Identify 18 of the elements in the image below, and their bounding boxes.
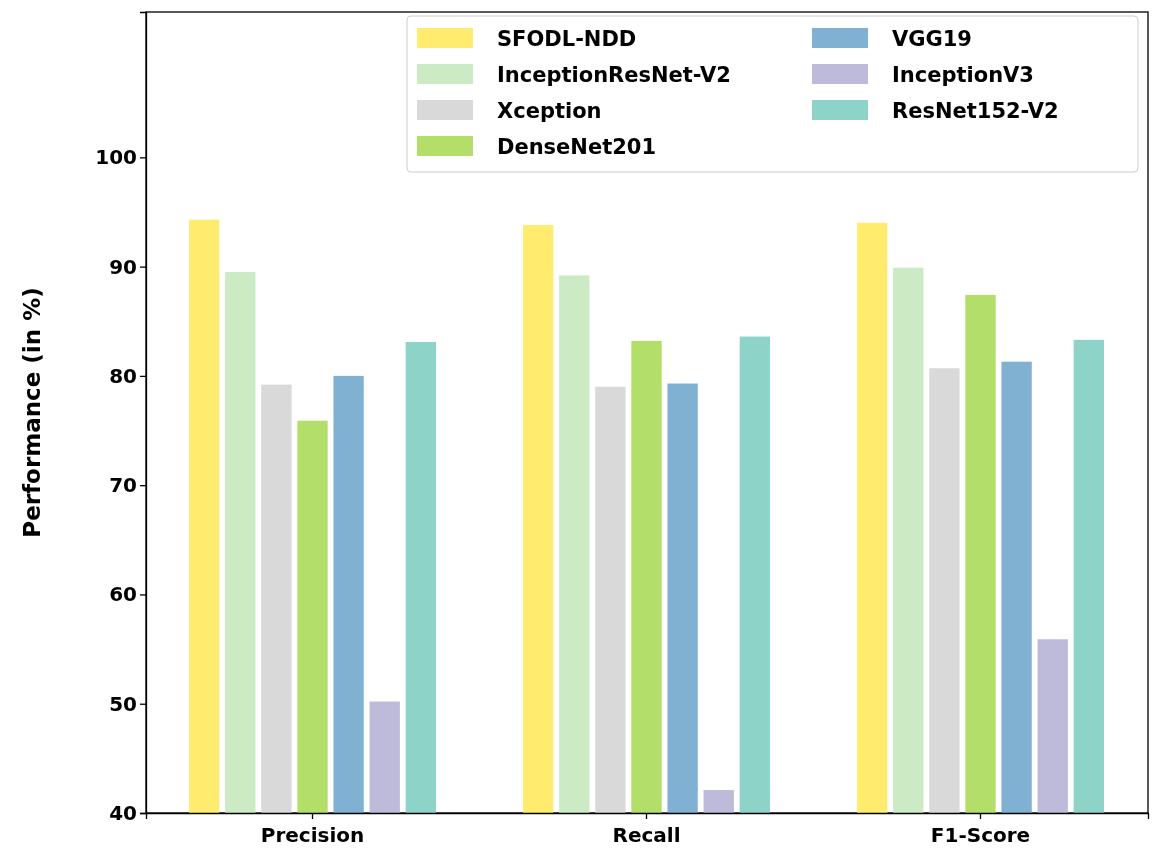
y-tick-label: 50 bbox=[109, 691, 137, 716]
legend-label: InceptionResNet-V2 bbox=[497, 63, 731, 87]
y-tick-label: 80 bbox=[109, 363, 137, 388]
y-tick-label: 40 bbox=[109, 800, 137, 825]
legend-label: DenseNet201 bbox=[497, 135, 657, 159]
y-axis-title: Performance (in %) bbox=[19, 287, 45, 538]
legend-label: VGG19 bbox=[892, 27, 972, 51]
y-tick-label: 100 bbox=[95, 145, 137, 170]
legend-label: InceptionV3 bbox=[892, 63, 1034, 87]
legend-label: ResNet152-V2 bbox=[892, 99, 1059, 123]
x-tick-label: Precision bbox=[260, 823, 365, 847]
legend-label: Xception bbox=[497, 99, 602, 123]
x-tick-label: F1-Score bbox=[930, 823, 1031, 847]
x-tick-label: Recall bbox=[612, 823, 681, 847]
y-tick-label: 60 bbox=[109, 582, 137, 607]
legend-label: SFODL-NDD bbox=[497, 27, 637, 51]
y-tick-label: 90 bbox=[109, 254, 137, 279]
y-tick-label: 70 bbox=[109, 473, 137, 498]
